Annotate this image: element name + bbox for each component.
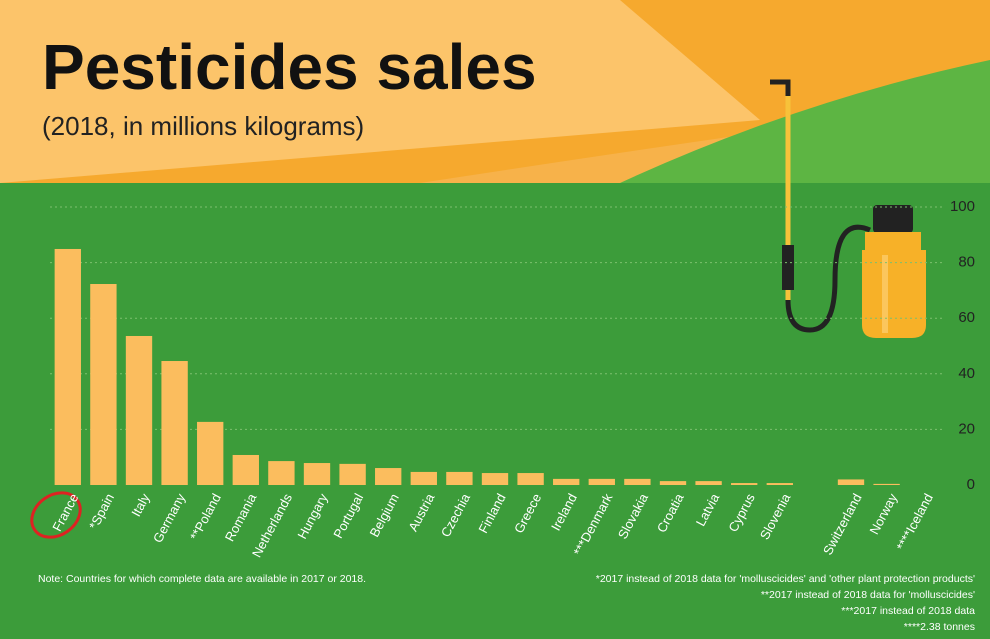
bar <box>232 454 259 485</box>
header-light <box>0 0 760 183</box>
note: Note: Countries for which complete data … <box>38 573 366 585</box>
bar <box>410 471 437 485</box>
footnote: *2017 instead of 2018 data for 'mollusci… <box>596 573 975 585</box>
bar <box>873 483 900 485</box>
bar <box>766 483 793 485</box>
bar <box>268 461 295 485</box>
bar <box>339 463 366 485</box>
bar <box>446 471 473 485</box>
y-tick-label: 80 <box>958 254 975 271</box>
bar <box>731 483 758 485</box>
footnote: **2017 instead of 2018 data for 'mollusc… <box>761 589 975 601</box>
bar <box>695 481 722 485</box>
bar <box>90 284 117 485</box>
y-tick-label: 0 <box>967 476 975 493</box>
bar <box>659 481 687 485</box>
sprayer <box>770 79 926 338</box>
bar <box>837 479 865 485</box>
y-tick-label: 40 <box>958 365 975 382</box>
green-edge <box>0 183 990 200</box>
bar <box>197 421 224 485</box>
bar <box>517 473 544 485</box>
hill <box>620 60 990 183</box>
bar <box>161 361 188 485</box>
bar <box>375 468 402 485</box>
y-tick-label: 60 <box>958 309 975 326</box>
bar <box>553 478 580 485</box>
y-tick-label: 20 <box>958 420 975 437</box>
highlight-circle <box>30 491 82 539</box>
bar <box>303 463 331 485</box>
bar <box>588 478 615 485</box>
footnote: ***2017 instead of 2018 data <box>841 605 975 617</box>
bar <box>624 478 651 485</box>
chart-subtitle: (2018, in millions kilograms) <box>42 111 364 141</box>
footnote: ****2.38 tonnes <box>904 621 975 633</box>
chart-title: Pesticides sales <box>42 31 537 103</box>
y-tick-label: 100 <box>950 198 975 215</box>
bar <box>125 335 153 485</box>
bar <box>481 473 509 485</box>
bar <box>54 248 81 485</box>
